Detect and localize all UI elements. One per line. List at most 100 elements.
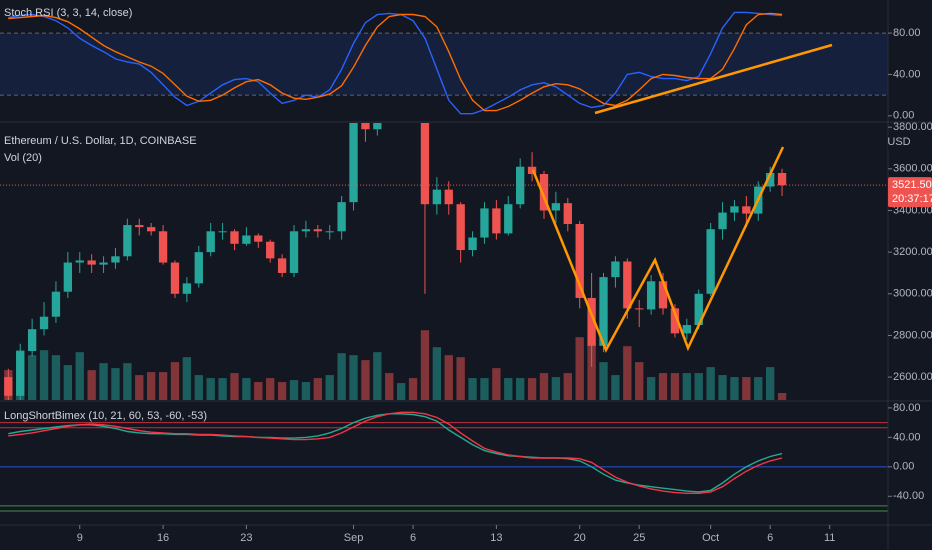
- volume-bar: [337, 353, 346, 400]
- volume-bar: [623, 346, 632, 400]
- candle-body: [63, 262, 73, 292]
- volume-bar: [408, 378, 418, 400]
- volume-bar: [373, 352, 382, 400]
- candle-body: [765, 172, 775, 187]
- price-pane: [0, 123, 888, 400]
- candle-body: [266, 241, 275, 259]
- volume-bar: [206, 378, 215, 400]
- candle-body: [718, 212, 727, 230]
- volume-bar: [480, 378, 489, 400]
- candle-body: [777, 172, 787, 186]
- volume-bar: [158, 372, 168, 400]
- volume-bar: [289, 380, 299, 400]
- x-tick-label: 16: [157, 532, 169, 544]
- y-tick-label: 2800.00: [893, 329, 932, 341]
- x-tick-label: Sep: [344, 532, 364, 544]
- volume-bar: [51, 355, 61, 400]
- volume-bar: [468, 378, 477, 400]
- y-tick-label: 3400.00: [893, 204, 932, 216]
- candle-body: [646, 281, 656, 310]
- candle-body: [301, 229, 311, 232]
- candle-body: [492, 208, 501, 234]
- candle-body: [349, 123, 358, 203]
- volume-bar: [254, 382, 263, 400]
- last-price-label: 3521.50: [892, 179, 932, 191]
- candle-body: [575, 224, 584, 298]
- y-tick-label: 3600.00: [893, 163, 932, 175]
- candle-body: [39, 316, 49, 330]
- candle-body: [456, 204, 465, 251]
- candle-body: [694, 293, 703, 326]
- x-tick-label: 13: [490, 532, 502, 544]
- volume-bar: [242, 378, 251, 400]
- volume-bar: [765, 367, 775, 400]
- y-tick-label: 40.00: [893, 431, 921, 443]
- candle-body: [635, 308, 644, 310]
- series-line: [8, 413, 783, 493]
- candle-body: [242, 235, 251, 244]
- volume-bar: [266, 378, 275, 400]
- candle-body: [504, 204, 513, 234]
- volume-bar: [646, 377, 656, 400]
- volume-bar: [504, 378, 513, 400]
- candle-body: [599, 277, 608, 346]
- trend-drawing: [594, 43, 833, 115]
- y-tick-label: 0.00: [893, 110, 914, 122]
- x-tick-label: 20: [574, 532, 586, 544]
- volume-bar: [230, 373, 239, 400]
- candle-body: [27, 329, 37, 352]
- candle-body: [230, 231, 239, 244]
- candle-body: [254, 235, 263, 242]
- candle-body: [420, 123, 430, 205]
- volume-bar: [111, 368, 120, 400]
- candle-body: [670, 308, 680, 334]
- volume-bar: [218, 378, 227, 400]
- volume-title: Vol (20): [4, 152, 42, 164]
- volume-bar: [325, 375, 334, 400]
- candle-body: [539, 174, 549, 211]
- candle-body: [587, 297, 596, 346]
- volume-bar: [87, 370, 96, 400]
- x-tick-label: 23: [240, 532, 252, 544]
- candle-body: [75, 260, 84, 263]
- candle-body: [444, 189, 453, 205]
- y-tick-label: 3000.00: [893, 288, 932, 300]
- volume-bar: [670, 373, 680, 400]
- volume-bar: [694, 373, 703, 400]
- candle-body: [158, 231, 168, 263]
- y-tick-label: 3200.00: [893, 246, 932, 258]
- price-title: Ethereum / U.S. Dollar, 1D, COINBASE: [4, 135, 197, 147]
- volume-bar: [492, 368, 501, 400]
- x-tick-label: 6: [410, 532, 416, 544]
- volume-bar: [754, 377, 763, 400]
- candle-body: [325, 231, 334, 233]
- candle-body: [658, 281, 668, 309]
- y-tick-label: 80.00: [893, 27, 921, 39]
- volume-bar: [123, 363, 132, 400]
- volume-bar: [361, 360, 370, 400]
- lsb-pane: [0, 411, 888, 512]
- currency-box: [888, 135, 910, 150]
- volume-bar: [301, 382, 311, 400]
- candle-body: [373, 123, 382, 130]
- volume-bar: [385, 373, 394, 400]
- candle-body: [123, 225, 132, 257]
- volume-bar: [563, 373, 572, 400]
- y-tick-label: -40.00: [893, 490, 924, 502]
- candle-body: [277, 258, 287, 273]
- countdown: 20:37:17: [892, 193, 932, 205]
- volume-bar: [527, 378, 537, 400]
- candle-body: [111, 256, 120, 263]
- x-tick-label: 9: [77, 532, 83, 544]
- volume-bar: [27, 355, 37, 400]
- volume-bar: [444, 355, 453, 400]
- x-tick-label: 25: [633, 532, 645, 544]
- candle-body: [516, 166, 525, 205]
- volume-bar: [777, 393, 787, 400]
- candle-body: [706, 229, 715, 294]
- volume-bar: [599, 362, 608, 400]
- candle-body: [87, 260, 96, 265]
- volume-bar: [39, 350, 49, 400]
